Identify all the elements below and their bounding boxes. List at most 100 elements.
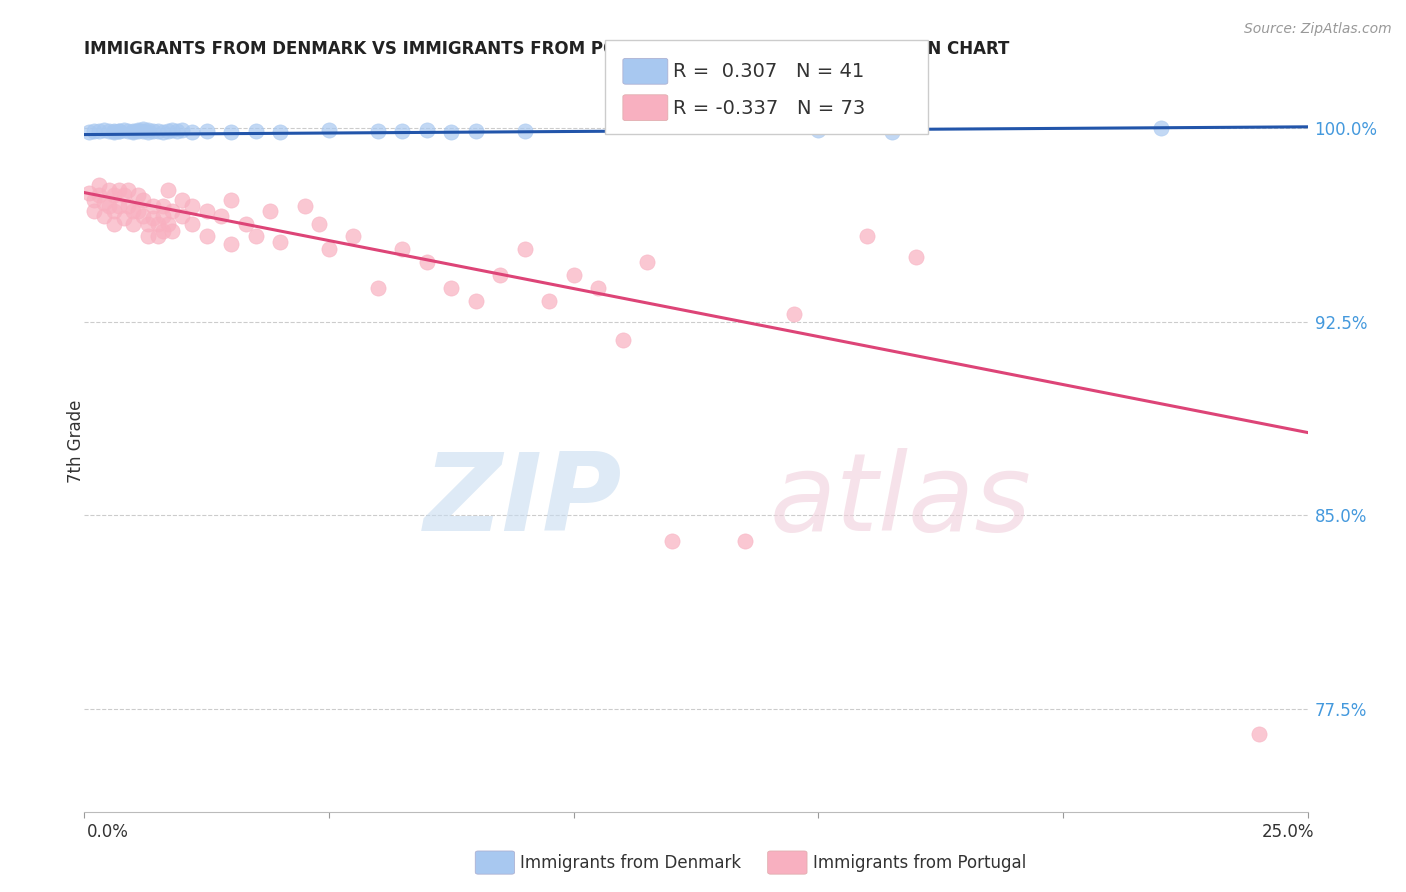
Point bbox=[195, 229, 218, 244]
Point bbox=[391, 243, 413, 257]
Point bbox=[136, 229, 159, 244]
Point bbox=[807, 123, 830, 137]
Point bbox=[562, 268, 585, 282]
Point bbox=[294, 198, 316, 212]
Text: Immigrants from Denmark: Immigrants from Denmark bbox=[520, 855, 741, 872]
Point bbox=[172, 194, 194, 208]
Text: R =  0.307   N = 41: R = 0.307 N = 41 bbox=[673, 62, 865, 81]
Point bbox=[83, 194, 105, 208]
Point bbox=[77, 125, 100, 139]
Point bbox=[880, 125, 903, 139]
Point bbox=[856, 229, 879, 244]
Text: ZIP: ZIP bbox=[425, 448, 623, 554]
Point bbox=[93, 123, 115, 137]
Point bbox=[132, 122, 155, 136]
Point bbox=[440, 281, 463, 295]
Point bbox=[308, 217, 330, 231]
Point bbox=[127, 123, 149, 137]
Point bbox=[166, 124, 188, 138]
Point bbox=[97, 183, 120, 197]
Point bbox=[181, 217, 204, 231]
Point bbox=[152, 224, 174, 238]
Point bbox=[181, 125, 204, 139]
Point bbox=[245, 124, 267, 138]
Point bbox=[162, 123, 184, 137]
Point bbox=[142, 124, 165, 138]
Point bbox=[612, 333, 634, 347]
Point bbox=[416, 255, 439, 269]
Point bbox=[636, 255, 658, 269]
Point bbox=[136, 123, 159, 137]
Point bbox=[132, 194, 155, 208]
Point bbox=[513, 124, 536, 138]
Point bbox=[416, 123, 439, 137]
Point bbox=[146, 217, 169, 231]
Point bbox=[136, 217, 159, 231]
Text: 0.0%: 0.0% bbox=[87, 822, 129, 840]
Point bbox=[513, 243, 536, 257]
Point bbox=[195, 124, 218, 138]
Point bbox=[181, 198, 204, 212]
Point bbox=[107, 183, 129, 197]
Point bbox=[219, 125, 242, 139]
Point bbox=[112, 211, 135, 226]
Point bbox=[734, 533, 756, 548]
Point bbox=[269, 235, 291, 249]
Point bbox=[1247, 727, 1270, 741]
Point bbox=[103, 125, 125, 139]
Text: IMMIGRANTS FROM DENMARK VS IMMIGRANTS FROM PORTUGAL 7TH GRADE CORRELATION CHART: IMMIGRANTS FROM DENMARK VS IMMIGRANTS FR… bbox=[84, 40, 1010, 58]
Point bbox=[156, 124, 179, 138]
Point bbox=[83, 203, 105, 218]
Point bbox=[117, 124, 139, 138]
Text: Immigrants from Portugal: Immigrants from Portugal bbox=[813, 855, 1026, 872]
Point bbox=[156, 217, 179, 231]
Point bbox=[367, 281, 389, 295]
Point bbox=[342, 229, 364, 244]
Point bbox=[219, 237, 242, 252]
Point bbox=[97, 124, 120, 138]
Point bbox=[219, 194, 242, 208]
Point bbox=[107, 124, 129, 138]
Point bbox=[122, 217, 145, 231]
Point bbox=[77, 186, 100, 200]
Point bbox=[464, 124, 486, 138]
Point bbox=[146, 124, 169, 138]
Point bbox=[318, 243, 340, 257]
Point bbox=[103, 124, 125, 138]
Point bbox=[107, 124, 129, 138]
Point bbox=[107, 198, 129, 212]
Point bbox=[235, 217, 257, 231]
Point bbox=[391, 124, 413, 138]
Point bbox=[97, 198, 120, 212]
Point bbox=[103, 188, 125, 202]
Point bbox=[87, 124, 110, 138]
Point bbox=[93, 209, 115, 223]
Point bbox=[269, 125, 291, 139]
Y-axis label: 7th Grade: 7th Grade bbox=[67, 400, 84, 483]
Point bbox=[783, 307, 806, 321]
Point bbox=[103, 203, 125, 218]
Point bbox=[103, 217, 125, 231]
Text: R = -0.337   N = 73: R = -0.337 N = 73 bbox=[673, 99, 866, 118]
Point bbox=[117, 198, 139, 212]
Point bbox=[162, 224, 184, 238]
Point bbox=[195, 203, 218, 218]
Point bbox=[127, 124, 149, 138]
Point bbox=[156, 183, 179, 197]
Text: Source: ZipAtlas.com: Source: ZipAtlas.com bbox=[1244, 22, 1392, 37]
Point bbox=[245, 229, 267, 244]
Point bbox=[172, 123, 194, 137]
Point bbox=[122, 203, 145, 218]
Point bbox=[87, 178, 110, 192]
Point bbox=[142, 211, 165, 226]
Point bbox=[132, 124, 155, 138]
Point bbox=[586, 281, 609, 295]
Point bbox=[112, 123, 135, 137]
Point bbox=[112, 188, 135, 202]
Point bbox=[172, 209, 194, 223]
Point bbox=[367, 124, 389, 138]
Point bbox=[538, 293, 561, 308]
Point bbox=[122, 124, 145, 138]
Point bbox=[152, 209, 174, 223]
Point bbox=[136, 125, 159, 139]
